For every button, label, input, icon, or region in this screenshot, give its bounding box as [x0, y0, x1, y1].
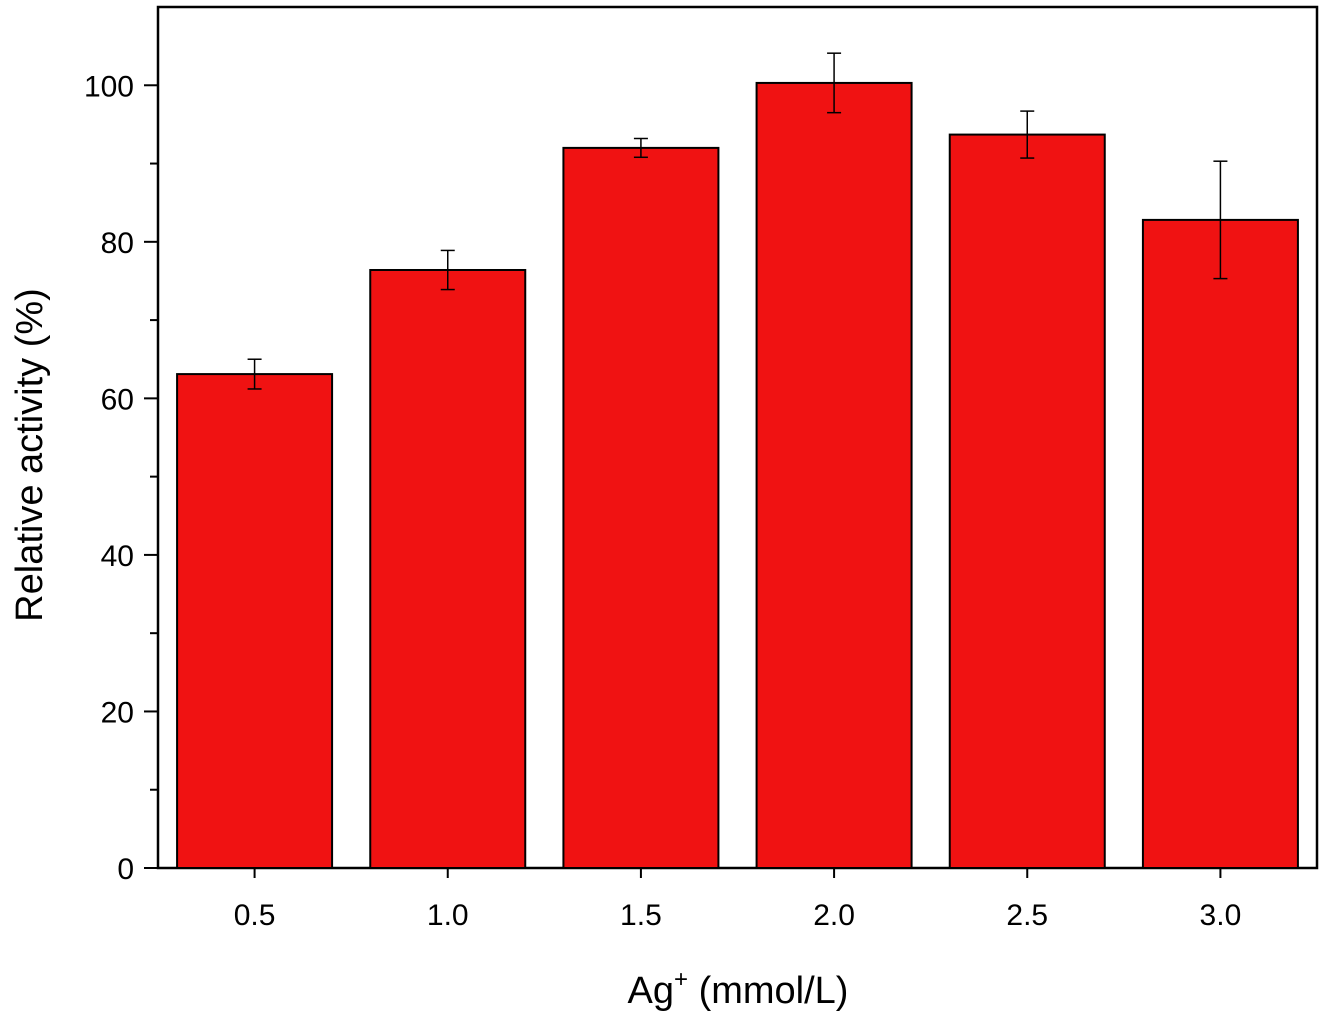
x-tick-label: 2.5: [1006, 899, 1048, 932]
bar: [948, 133, 1106, 870]
x-axis-title-main: Ag: [628, 970, 674, 1012]
x-axis-title-superscript: +: [674, 966, 688, 993]
x-tick-label: 0.5: [234, 899, 276, 932]
x-tick-label: 1.5: [620, 899, 662, 932]
y-tick-label: 0: [117, 853, 134, 886]
bar: [176, 373, 334, 869]
x-tick-label: 2.0: [813, 899, 855, 932]
x-axis-title-rest: (mmol/L): [688, 970, 848, 1012]
y-tick-label: 100: [84, 70, 134, 103]
y-axis-title: Relative activity (%): [9, 288, 51, 622]
bar: [1141, 218, 1299, 870]
y-tick-label: 80: [101, 227, 134, 260]
x-axis: 0.5 1.0 1.5 2.0 2.5 3.0: [234, 868, 1242, 932]
bar: [562, 146, 720, 869]
error-bars-layer: [247, 52, 1228, 390]
bars-layer: [176, 81, 1299, 870]
y-tick-label: 60: [101, 383, 134, 416]
y-tick-label: 40: [101, 540, 134, 573]
bar: [755, 81, 913, 869]
y-tick-label: 20: [101, 696, 134, 729]
x-tick-label: 1.0: [427, 899, 469, 932]
plot-frame: [156, 5, 1319, 870]
y-axis: 0 20 40 60 80 100: [84, 70, 158, 886]
x-tick-label: 3.0: [1200, 899, 1242, 932]
x-axis-title: Ag+ (mmol/L): [628, 966, 849, 1012]
bar: [369, 268, 527, 870]
